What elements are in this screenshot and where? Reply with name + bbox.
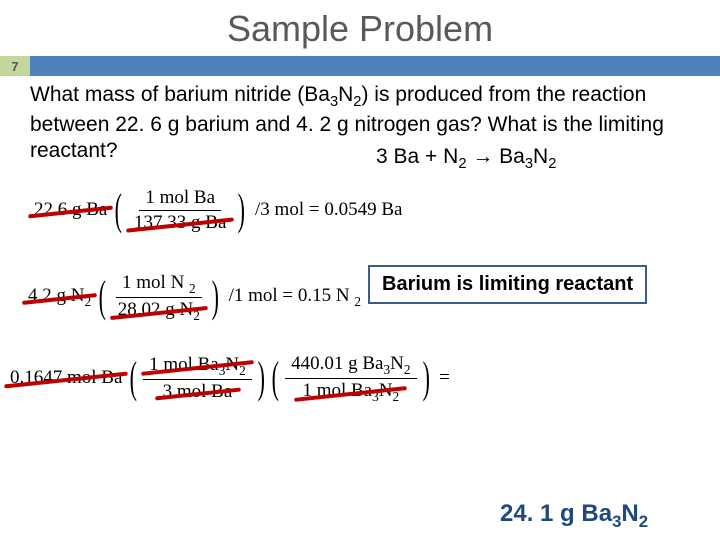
den-text: 28.02 g N: [118, 299, 193, 320]
subscript: 3: [330, 94, 338, 110]
denominator: 28.02 g N2: [112, 298, 206, 324]
calc-result: /1 mol = 0.15 N 2: [229, 285, 361, 310]
header-bar-fill: [30, 56, 720, 76]
subscript: 3: [372, 389, 379, 404]
fraction: 1 mol N 2 28.02 g N2: [112, 271, 206, 324]
final-answer: 24. 1 g Ba3N2: [500, 500, 648, 532]
paren-icon: ): [212, 282, 219, 313]
denominator: 1 mol Ba3N2: [296, 379, 405, 405]
subscript: 2: [548, 156, 556, 172]
limiting-reactant-callout: Barium is limiting reactant: [368, 265, 647, 304]
subscript: 2: [84, 294, 91, 309]
subscript: 2: [189, 281, 196, 296]
header-bar: 7: [0, 56, 720, 76]
page-number-badge: 7: [0, 56, 30, 76]
slide-title-area: Sample Problem: [0, 0, 720, 56]
calc-result: /3 mol = 0.0549 Ba: [255, 199, 402, 221]
denominator: 3 mol Ba: [157, 380, 239, 404]
paren-icon: (: [99, 282, 106, 313]
numerator: 440.01 g Ba3N2: [285, 352, 416, 379]
subscript: 2: [639, 512, 648, 531]
subscript: 2: [393, 389, 400, 404]
subscript: 3: [525, 156, 533, 172]
answer-text: 24. 1 g Ba: [500, 500, 612, 527]
eqn-part: 3 Ba + N: [376, 145, 458, 168]
calc-row-product: 0.1647 mol Ba ( 1 mol Ba3N2 3 mol Ba ) (…: [6, 352, 720, 405]
balanced-equation: 3 Ba + N2 → Ba3N2: [376, 145, 556, 172]
paren-icon: (: [272, 363, 279, 394]
numerator: 1 mol N 2: [116, 271, 202, 298]
paren-icon: ): [238, 195, 245, 226]
num-text: 440.01 g Ba: [291, 353, 383, 374]
paren-icon: ): [257, 363, 264, 394]
calc-lead-text: 4.2 g N: [28, 285, 84, 306]
num-text: N: [390, 353, 404, 374]
eqn-part: → Ba: [466, 145, 524, 168]
answer-text: N: [621, 500, 638, 527]
equals: =: [439, 367, 450, 389]
problem-part: What mass of barium nitride (Ba: [30, 83, 330, 106]
num-text: 1 mol N: [122, 272, 189, 293]
fraction: 440.01 g Ba3N2 1 mol Ba3N2: [285, 352, 416, 405]
result-text: /1 mol = 0.15 N: [229, 285, 355, 306]
problem-part: N: [338, 83, 353, 106]
num-text: N: [225, 354, 239, 375]
slide-title: Sample Problem: [227, 8, 493, 49]
paren-icon: ): [422, 363, 429, 394]
eqn-part: N: [533, 145, 548, 168]
numerator: 1 mol Ba: [139, 186, 221, 211]
paren-icon: (: [130, 363, 137, 394]
num-text: 1 mol Ba: [149, 354, 219, 375]
calc-lead: 22.6 g Ba: [30, 199, 111, 221]
den-text: N: [379, 380, 393, 401]
subscript: 2: [354, 294, 361, 309]
paren-icon: (: [115, 195, 122, 226]
subscript: 2: [193, 308, 200, 323]
calc-lead: 0.1647 mol Ba: [6, 367, 126, 389]
subscript: 2: [404, 362, 411, 377]
numerator: 1 mol Ba3N2: [143, 353, 252, 380]
calc-lead: 4.2 g N2: [24, 285, 95, 310]
fraction: 1 mol Ba3N2 3 mol Ba: [143, 353, 252, 404]
content-area: What mass of barium nitride (Ba3N2) is p…: [0, 76, 720, 164]
denominator: 137.33 g Ba: [128, 211, 232, 235]
fraction: 1 mol Ba 137.33 g Ba: [128, 186, 232, 235]
subscript: 3: [612, 512, 621, 531]
subscript: 2: [239, 363, 246, 378]
den-text: 1 mol Ba: [302, 380, 372, 401]
problem-text: What mass of barium nitride (Ba3N2) is p…: [30, 82, 698, 164]
calc-row-barium: 22.6 g Ba ( 1 mol Ba 137.33 g Ba ) /3 mo…: [30, 186, 720, 235]
